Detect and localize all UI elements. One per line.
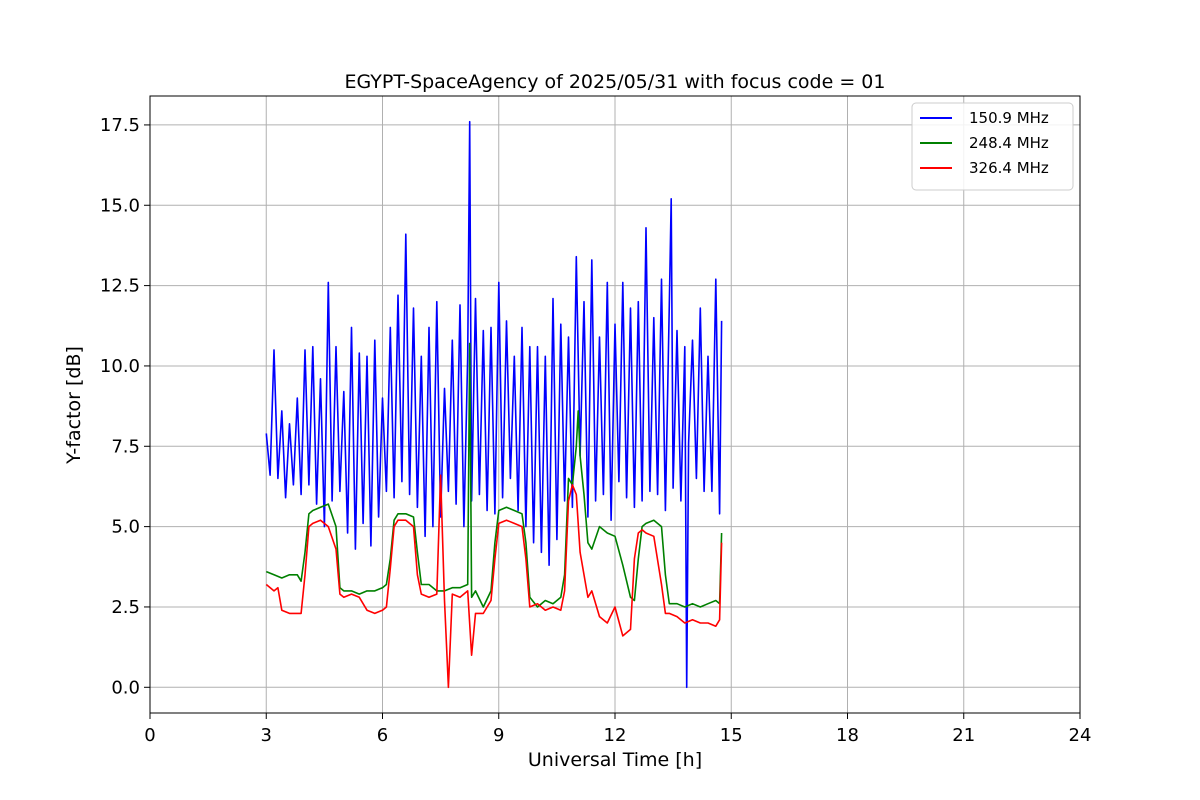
y-tick-label: 10.0 xyxy=(100,356,140,377)
y-tick-label: 7.5 xyxy=(111,436,140,457)
series-lines xyxy=(265,120,723,689)
x-tick-label: 9 xyxy=(493,725,504,746)
legend: 150.9 MHz 248.4 MHz 326.4 MHz xyxy=(911,102,1074,191)
x-axis-label: Universal Time [h] xyxy=(528,749,702,771)
y-tick-label: 2.5 xyxy=(111,597,140,618)
axis-ticks: 0 3 6 9 12 15 18 21 24 0.0 2.5 5.0 7.5 10.0 12.5 15.0 17… xyxy=(100,115,1092,746)
y-tick-label: 15.0 xyxy=(100,195,140,216)
y-tick-label: 17.5 xyxy=(100,115,140,136)
x-tick-label: 15 xyxy=(720,725,743,746)
y-tick-label: 12.5 xyxy=(100,276,140,297)
y-axis-label: Y-factor [dB] xyxy=(63,346,85,465)
x-tick-label: 24 xyxy=(1069,725,1092,746)
x-tick-label: 18 xyxy=(836,725,859,746)
legend-box xyxy=(911,102,1074,191)
y-tick-label: 0.0 xyxy=(111,677,140,698)
x-tick-label: 21 xyxy=(952,725,975,746)
legend-label: 150.9 MHz xyxy=(969,109,1049,127)
x-tick-label: 3 xyxy=(261,725,272,746)
x-tick-label: 12 xyxy=(604,725,627,746)
chart-title: EGYPT-SpaceAgency of 2025/05/31 with foc… xyxy=(345,71,886,93)
legend-label: 326.4 MHz xyxy=(969,159,1049,177)
series-line-3 xyxy=(265,474,723,689)
series-line-2 xyxy=(265,342,723,608)
legend-label: 248.4 MHz xyxy=(969,134,1049,152)
x-tick-label: 0 xyxy=(144,725,155,746)
plot-frame xyxy=(149,95,1081,714)
x-tick-label: 6 xyxy=(377,725,388,746)
y-tick-label: 5.0 xyxy=(111,517,140,538)
series-line-1 xyxy=(265,120,723,689)
